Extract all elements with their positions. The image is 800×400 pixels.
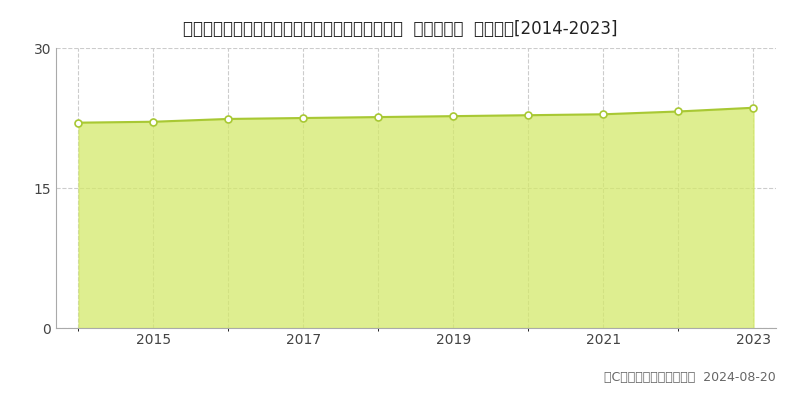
Text: 愛知県愛知郡東郷町大字諸輪字観音畑６０番１外  基準地価格  地価推移[2014-2023]: 愛知県愛知郡東郷町大字諸輪字観音畑６０番１外 基準地価格 地価推移[2014-2…: [182, 20, 618, 38]
Text: （C）土地価格ドットコム  2024-08-20: （C）土地価格ドットコム 2024-08-20: [604, 371, 776, 384]
